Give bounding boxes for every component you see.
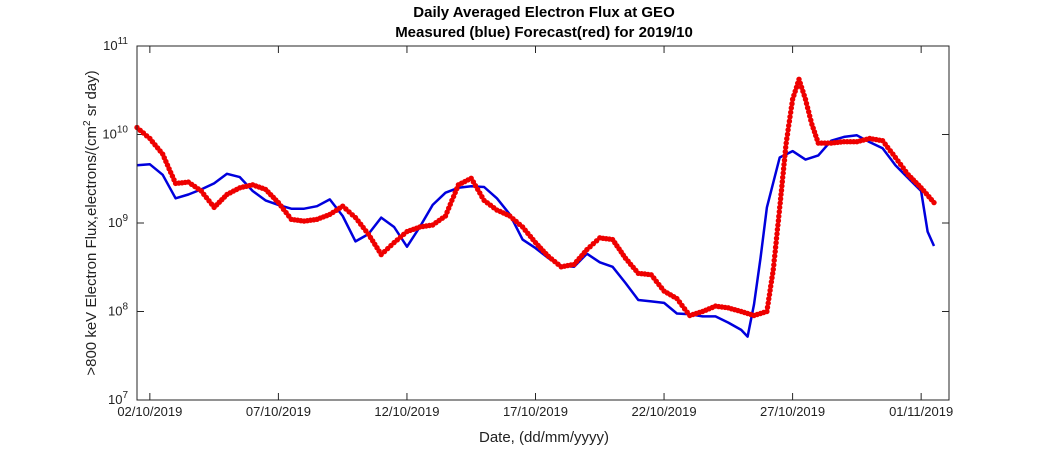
forecast-point bbox=[765, 300, 771, 306]
forecast-point bbox=[776, 213, 782, 219]
forecast-point bbox=[784, 136, 790, 142]
forecast-point bbox=[767, 287, 773, 294]
forecast-point bbox=[782, 149, 788, 155]
forecast-point bbox=[775, 218, 782, 224]
forecast-point bbox=[777, 196, 784, 202]
forecast-point bbox=[803, 100, 810, 107]
forecast-point bbox=[777, 200, 783, 206]
forecast-point bbox=[778, 191, 784, 198]
forecast-point bbox=[780, 174, 786, 181]
forecast-point bbox=[769, 275, 775, 281]
forecast-point bbox=[789, 101, 795, 107]
forecast-point bbox=[779, 183, 785, 189]
y-axis-label-tail: sr day) bbox=[83, 70, 100, 120]
forecast-point bbox=[806, 109, 812, 115]
data-series bbox=[134, 76, 937, 338]
forecast-point bbox=[770, 270, 776, 277]
forecast-point bbox=[786, 122, 792, 129]
forecast-point bbox=[772, 248, 778, 255]
forecast-point bbox=[778, 187, 785, 193]
forecast-point bbox=[766, 296, 772, 302]
forecast-point bbox=[779, 179, 785, 185]
forecast-point bbox=[764, 304, 771, 310]
y-axis-label-superscript: 2 bbox=[82, 120, 93, 126]
forecast-point bbox=[775, 222, 781, 228]
x-tick-label: 12/10/2019 bbox=[374, 404, 439, 419]
forecast-point bbox=[804, 105, 811, 111]
forecast-series bbox=[134, 76, 937, 319]
forecast-point bbox=[807, 113, 813, 119]
forecast-point bbox=[931, 199, 937, 206]
forecast-point bbox=[772, 253, 778, 259]
x-tick-label: 17/10/2019 bbox=[503, 404, 568, 419]
x-tick-label: 27/10/2019 bbox=[760, 404, 825, 419]
y-axis-label-main: >800 keV Electron Flux,electrons/(cm bbox=[83, 126, 100, 376]
plot-area bbox=[137, 46, 949, 400]
forecast-point bbox=[784, 131, 791, 137]
y-tick-label: 1010 bbox=[102, 125, 128, 142]
forecast-point bbox=[772, 244, 779, 250]
x-tick-label: 22/10/2019 bbox=[632, 404, 697, 419]
forecast-point bbox=[786, 118, 793, 124]
y-tick-label: 108 bbox=[108, 302, 128, 319]
forecast-point bbox=[787, 114, 793, 120]
y-axis-label: >800 keV Electron Flux,electrons/(cm2 sr… bbox=[82, 70, 100, 375]
x-tick-label: 07/10/2019 bbox=[246, 404, 311, 419]
forecast-point bbox=[783, 144, 789, 151]
forecast-point bbox=[773, 240, 779, 246]
forecast-point bbox=[774, 231, 780, 237]
forecast-point bbox=[777, 204, 783, 211]
forecast-point bbox=[788, 105, 794, 111]
x-axis-label: Date, (dd/mm/yyyy) bbox=[479, 429, 609, 446]
x-tick-label: 02/10/2019 bbox=[117, 404, 182, 419]
plot-frame bbox=[136, 45, 950, 401]
forecast-point bbox=[781, 157, 788, 163]
forecast-point bbox=[808, 117, 814, 123]
forecast-point bbox=[771, 257, 777, 264]
forecast-point bbox=[782, 153, 788, 159]
axis-ticks: 02/10/2019 07/10/2019 12/10/2019 17/10/2019… bbox=[102, 36, 953, 419]
forecast-point bbox=[780, 166, 787, 172]
y-tick-label: 107 bbox=[108, 390, 128, 407]
chart-subtitle: Measured (blue) Forecast(red) for 2019/1… bbox=[395, 24, 693, 41]
forecast-point bbox=[768, 279, 775, 285]
forecast-point bbox=[774, 226, 781, 233]
forecast-point bbox=[770, 266, 776, 272]
x-tick-label: 01/11/2019 bbox=[889, 404, 953, 419]
y-tick-label: 109 bbox=[108, 213, 128, 230]
y-tick-label: 1011 bbox=[103, 36, 128, 53]
forecast-point bbox=[802, 96, 809, 103]
chart-title: Daily Averaged Electron Flux at GEO bbox=[413, 4, 675, 21]
forecast-point bbox=[781, 161, 787, 168]
forecast-point bbox=[773, 235, 780, 241]
forecast-point bbox=[788, 109, 794, 116]
forecast-point bbox=[783, 140, 789, 146]
forecast-point bbox=[785, 127, 791, 133]
forecast-point bbox=[764, 308, 770, 315]
forecast-point bbox=[771, 262, 777, 268]
forecast-point bbox=[776, 209, 782, 215]
forecast-point bbox=[780, 170, 786, 176]
forecast-point bbox=[766, 291, 773, 298]
forecast-point bbox=[768, 283, 774, 289]
